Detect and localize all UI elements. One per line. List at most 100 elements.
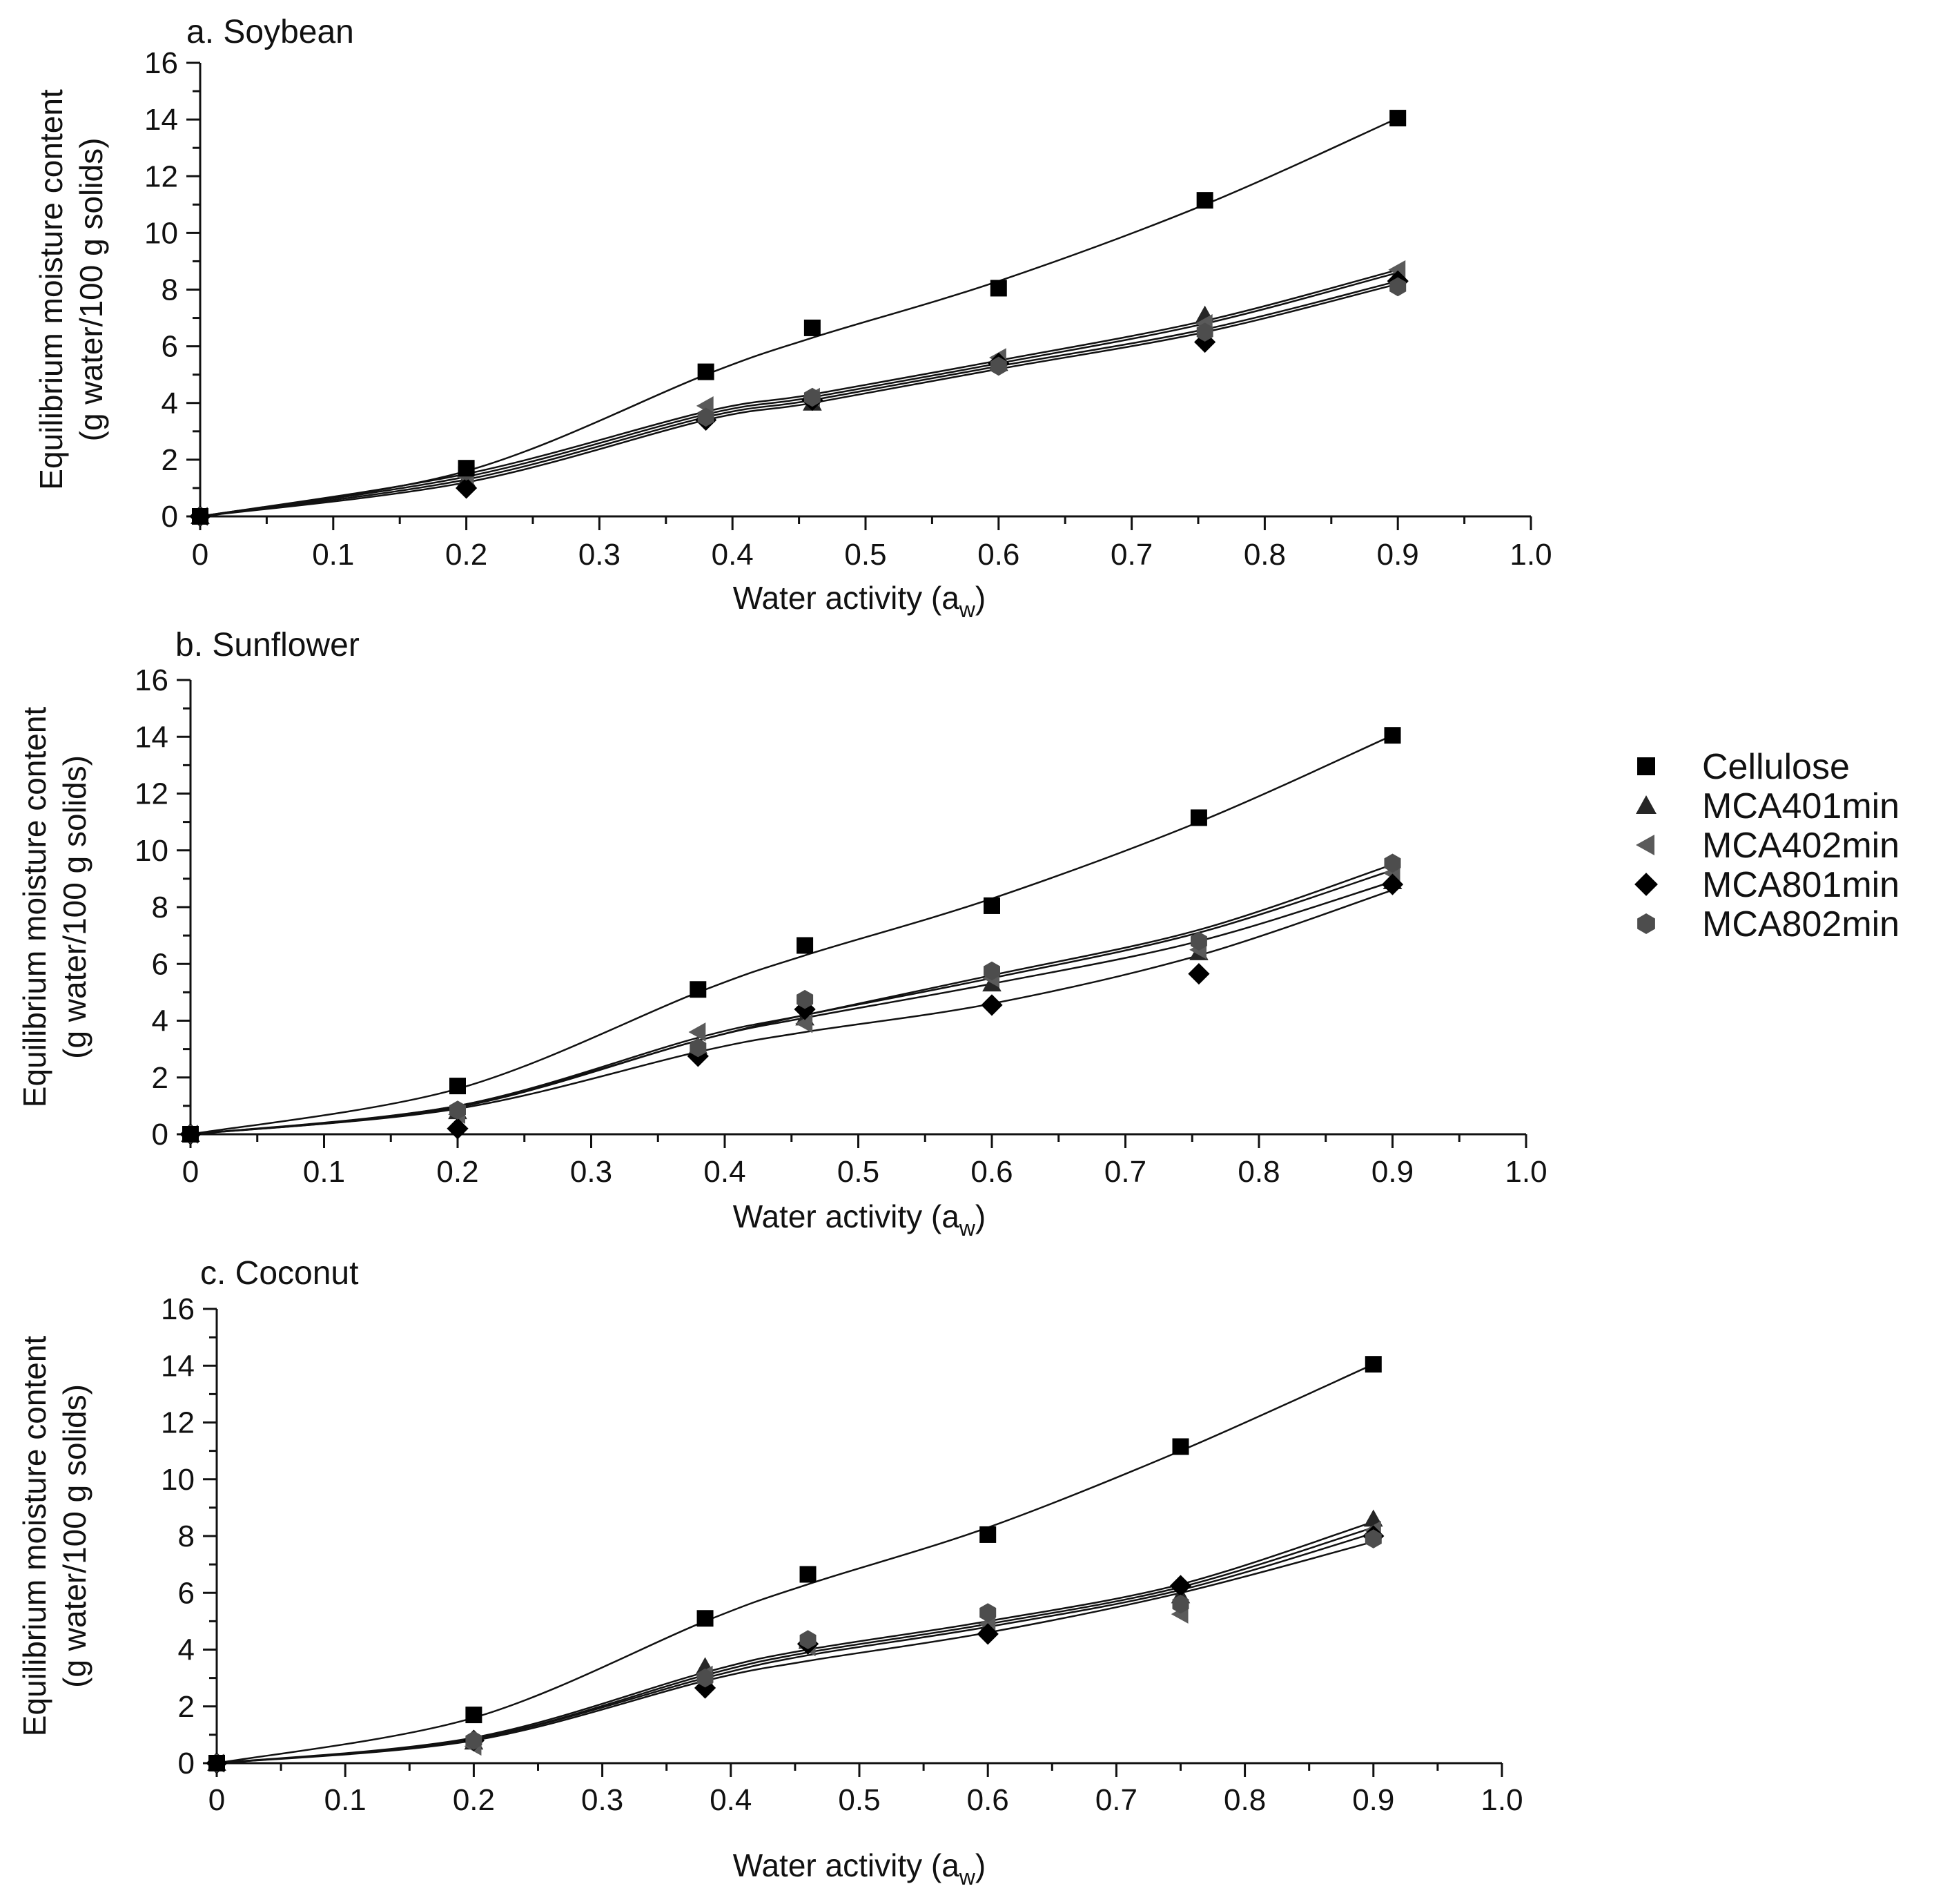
y-tick-label: 4 [152, 1004, 168, 1038]
point-mca401min [1364, 1509, 1383, 1527]
legend-item-mca402min: MCA402min [1636, 826, 1899, 866]
y-tick-label: 16 [144, 46, 178, 80]
x-tick-label: 0.3 [581, 1783, 623, 1817]
x-tick-label: 0.5 [844, 538, 886, 572]
x-tick-label: 0.8 [1224, 1783, 1266, 1817]
x-tick-label: 1.0 [1481, 1783, 1523, 1817]
point-cellulose [1389, 110, 1407, 127]
panels: a. Soybean 0 0.1 0.2 0.3 0.4 0.5 0.6 0.7 0.8 0.9 1.… [17, 14, 1552, 1890]
y-axis-title: Equilibrium moisture content [17, 1336, 52, 1737]
point-cellulose [690, 981, 707, 998]
point-mca402min [688, 1022, 706, 1042]
x-axis-title: Water activity (aw) [733, 1198, 986, 1241]
y-tick-label: 14 [144, 103, 178, 137]
x-tick-label: 0.5 [838, 1783, 880, 1817]
point-mca801min [456, 477, 478, 499]
legend: CelluloseMCA401minMCA402minMCA801minMCA8… [1634, 747, 1899, 944]
y-tick-label: 12 [161, 1406, 195, 1440]
point-mca801min [1381, 873, 1404, 895]
point-cellulose [990, 280, 1007, 297]
point-mca802min [465, 1731, 482, 1750]
legend-item-cellulose: Cellulose [1637, 747, 1850, 787]
point-cellulose [797, 937, 814, 954]
x-tick-label: 0.3 [570, 1155, 612, 1189]
point-cellulose [208, 1755, 225, 1771]
point-cellulose [1196, 192, 1213, 209]
point-mca801min [1188, 963, 1210, 985]
point-cellulose [182, 1126, 199, 1143]
point-mca802min [1191, 931, 1207, 951]
point-mca802min [449, 1100, 466, 1120]
x-axis-title-main: Water activity (a [733, 580, 959, 616]
y-tick-label: 2 [152, 1061, 168, 1095]
x-tick-label: 0.4 [710, 1783, 752, 1817]
point-mca802min [803, 387, 821, 407]
x-axis-title-close: ) [975, 1847, 986, 1883]
x-tick-label: 0.4 [703, 1155, 745, 1189]
x-axis-title-subscript: w [959, 1865, 976, 1890]
x-tick-label: 0.7 [1104, 1155, 1146, 1189]
point-cellulose [465, 1707, 482, 1724]
legend-item-mca802min: MCA802min [1637, 904, 1899, 944]
point-cellulose [697, 363, 714, 380]
x-tick-label: 0 [182, 1155, 199, 1189]
y-tick-label: 6 [178, 1576, 195, 1610]
point-mca801min [981, 994, 1003, 1016]
y-tick-label: 8 [152, 891, 168, 924]
y-tick-label: 6 [162, 330, 178, 364]
x-tick-label: 0.8 [1238, 1155, 1280, 1189]
legend-label: MCA401min [1702, 786, 1899, 826]
x-tick-label: 0.9 [1371, 1155, 1414, 1189]
x-tick-label: 0.1 [324, 1783, 367, 1817]
point-cellulose [449, 1078, 466, 1095]
y-tick-label: 8 [162, 273, 178, 307]
x-tick-label: 0.8 [1244, 538, 1286, 572]
point-mca802min [690, 1038, 707, 1058]
point-cellulose [803, 319, 821, 336]
x-axis-title: Water activity (aw) [733, 1847, 986, 1890]
point-cellulose [1172, 1438, 1189, 1455]
legend-label: MCA801min [1702, 865, 1899, 905]
y-axis-title: Equilibrium moisture content [33, 89, 69, 490]
legend-label: MCA402min [1702, 826, 1899, 866]
point-mca801min [1169, 1575, 1192, 1597]
point-cellulose [984, 897, 1000, 914]
x-axis-title-close: ) [975, 580, 986, 616]
point-mca802min [979, 1603, 997, 1622]
point-cellulose [799, 1566, 817, 1583]
point-cellulose [458, 460, 475, 477]
legend-item-mca401min: MCA401min [1636, 786, 1899, 826]
y-tick-label: 4 [178, 1633, 195, 1667]
point-mca402min [795, 1013, 813, 1033]
x-tick-label: 0 [192, 538, 208, 572]
x-tick-label: 0.7 [1111, 538, 1153, 572]
y-tick-label: 0 [178, 1747, 195, 1780]
y-tick-label: 0 [152, 1118, 168, 1152]
x-tick-label: 0.3 [578, 538, 621, 572]
point-cellulose [1365, 1356, 1382, 1373]
y-tick-label: 14 [135, 720, 168, 754]
y-tick-label: 4 [162, 387, 178, 420]
point-mca802min [1172, 1594, 1189, 1614]
x-tick-label: 0.1 [303, 1155, 345, 1189]
point-mca802min [984, 961, 1000, 981]
x-axis-title-subscript: w [959, 597, 976, 622]
x-tick-label: 0.6 [977, 538, 1019, 572]
y-tick-label: 0 [162, 500, 178, 534]
x-tick-label: 0.2 [436, 1155, 478, 1189]
x-tick-label: 0.9 [1377, 538, 1419, 572]
y-tick-label: 10 [161, 1463, 195, 1497]
x-tick-label: 0.6 [970, 1155, 1013, 1189]
point-mca802min [1196, 322, 1213, 342]
y-axis-title: (g water/100 g solids) [57, 1384, 92, 1688]
legend-marker-mca801min [1634, 873, 1658, 896]
y-tick-label: 12 [135, 777, 168, 811]
point-mca802min [696, 1668, 714, 1688]
y-axis-title: (g water/100 g solids) [57, 755, 92, 1059]
point-cellulose [979, 1526, 997, 1543]
y-tick-label: 10 [135, 834, 168, 868]
y-tick-label: 16 [161, 1292, 195, 1326]
x-tick-label: 0.2 [453, 1783, 495, 1817]
x-tick-label: 0.4 [712, 538, 754, 572]
